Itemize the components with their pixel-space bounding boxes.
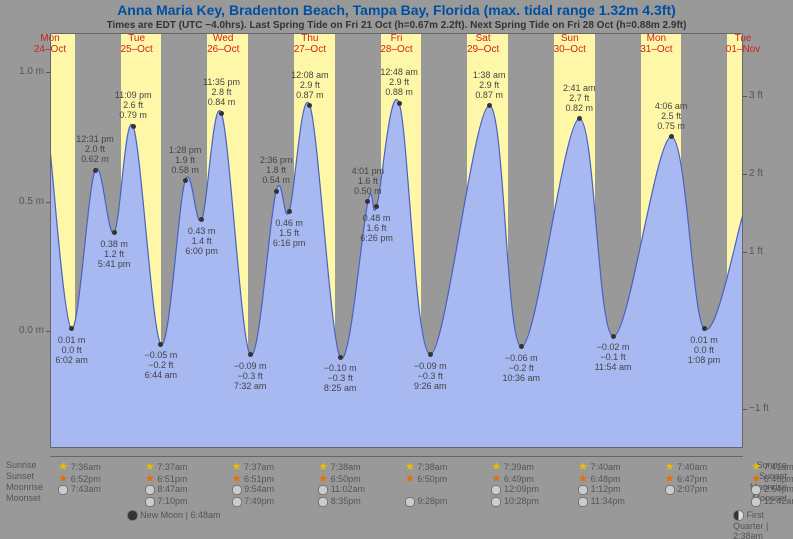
tide-annotation: 2:41 am2.7 ft0.82 m (563, 83, 596, 113)
tide-annotation: 12:31 pm2.0 ft0.62 m (76, 134, 114, 164)
moon-phase: New Moon | 6:48am (127, 510, 221, 521)
moonrise-time: 8:47am (145, 484, 215, 495)
y-axis-label-ft: −1 ft (749, 403, 789, 414)
plot-area: 0.01 m0.0 ft6:02 am 12:31 pm2.0 ft0.62 m 0… (50, 33, 743, 448)
tide-point (274, 189, 279, 194)
moonrise-time: 7:43am (58, 484, 128, 495)
day-label: Thu27–Oct (285, 33, 335, 55)
moonset-time: 9:28pm (405, 496, 475, 507)
tide-point (702, 326, 707, 331)
tide-annotation: −0.09 m−0.3 ft7:32 am (234, 361, 267, 391)
tide-annotation: 2:36 pm1.8 ft0.54 m (260, 155, 293, 185)
moonset-time: 7:49pm (232, 496, 302, 507)
day-label: Mon31–Oct (631, 33, 681, 55)
tide-point (487, 103, 492, 108)
tide-annotation: 12:08 am2.9 ft0.87 m (291, 70, 329, 100)
y-axis-label-m: 0.5 m (4, 196, 44, 207)
day-label: Fri28–Oct (372, 33, 422, 55)
y-axis-label-m: 1.0 m (4, 66, 44, 77)
day-label: Sat29–Oct (458, 33, 508, 55)
y-tick (46, 202, 50, 203)
moonrise-time: 2:54pm (751, 484, 793, 495)
y-axis-label-ft: 2 ft (749, 168, 789, 179)
tide-annotation: 1:28 pm1.9 ft0.58 m (169, 145, 202, 175)
y-axis-label-ft: 1 ft (749, 246, 789, 257)
day-label: Tue01–Nov (718, 33, 768, 55)
tide-point (112, 230, 117, 235)
tide-point (577, 116, 582, 121)
y-axis-label-m: 0.0 m (4, 325, 44, 336)
y-tick (46, 331, 50, 332)
tide-annotation: 0.01 m0.0 ft6:02 am (55, 335, 88, 365)
moonrise-time: 9:54am (232, 484, 302, 495)
tide-annotation: −0.06 m−0.2 ft10:36 am (502, 353, 540, 383)
separator-line (50, 456, 743, 457)
day-label: Mon24–Oct (25, 33, 75, 55)
y-axis-label-ft: 3 ft (749, 90, 789, 101)
tide-annotation: 0.38 m1.2 ft5:41 pm (98, 239, 131, 269)
tide-point (338, 355, 343, 360)
sunset-time: ★ 6:50pm (405, 472, 475, 485)
moonset-time: 7:10pm (145, 496, 215, 507)
sun-labels-left: Sunrise Sunset Moonrise Moonset (6, 460, 43, 504)
moonset-time: 11:34pm (578, 496, 648, 507)
moonrise-time: 11:02am (318, 484, 388, 495)
moonrise-time: 1:12pm (578, 484, 648, 495)
chart-subtitle: Times are EDT (UTC −4.0hrs). Last Spring… (0, 20, 793, 31)
y-tick (743, 96, 747, 97)
tide-point (248, 352, 253, 357)
tide-annotation: 0.43 m1.4 ft6:00 pm (185, 226, 218, 256)
tide-annotation: 11:35 pm2.8 ft0.84 m (203, 77, 240, 107)
tide-point (219, 111, 224, 116)
chart-title: Anna Maria Key, Bradenton Beach, Tampa B… (0, 2, 793, 18)
tide-point (93, 168, 98, 173)
moonset-time: 12:42am (751, 496, 793, 507)
tide-annotation: −0.02 m−0.1 ft11:54 am (595, 342, 632, 372)
tide-annotation: 0.48 m1.6 ft6:26 pm (360, 213, 393, 243)
tide-point (669, 134, 674, 139)
y-tick (743, 174, 747, 175)
tide-annotation: 0.01 m0.0 ft1:08 pm (688, 335, 721, 365)
moonrise-time: 12:09pm (491, 484, 561, 495)
tide-chart: Anna Maria Key, Bradenton Beach, Tampa B… (0, 0, 793, 539)
day-label: Wed26–Oct (198, 33, 248, 55)
y-tick (46, 72, 50, 73)
moonset-time: 10:28pm (491, 496, 561, 507)
tide-annotation: 11:09 pm2.6 ft0.79 m (115, 90, 152, 120)
y-tick (743, 252, 747, 253)
tide-point (611, 334, 616, 339)
tide-annotation: 12:48 am2.9 ft0.88 m (380, 67, 418, 97)
tide-annotation: 4:01 pm1.6 ft0.50 m (352, 166, 385, 196)
day-label: Tue25–Oct (112, 33, 162, 55)
tide-point (428, 352, 433, 357)
day-label: Sun30–Oct (545, 33, 595, 55)
moonrise-time: 2:07pm (665, 484, 735, 495)
tide-annotation: 4:06 am2.5 ft0.75 m (655, 101, 688, 131)
moonset-time: 8:35pm (318, 496, 388, 507)
tide-annotation: −0.09 m−0.3 ft9:26 am (414, 361, 447, 391)
tide-point (397, 101, 402, 106)
tide-annotation: 0.46 m1.5 ft6:16 pm (273, 218, 306, 248)
tide-annotation: −0.05 m−0.2 ft6:44 am (144, 350, 177, 380)
tide-annotation: −0.10 m−0.3 ft8:25 am (324, 363, 357, 393)
moon-phase: First Quarter | 2:38am (733, 510, 793, 539)
tide-point (131, 124, 136, 129)
y-tick (743, 409, 747, 410)
tide-annotation: 1:38 am2.9 ft0.87 m (473, 70, 506, 100)
